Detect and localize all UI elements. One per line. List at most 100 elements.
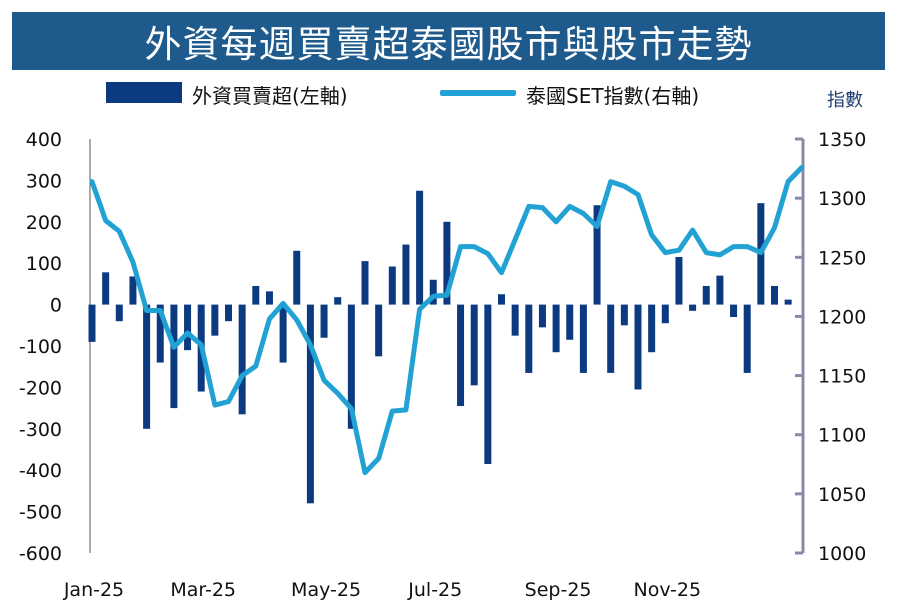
set-index-point bbox=[104, 219, 108, 223]
bar-mark bbox=[252, 285, 260, 305]
set-index-point bbox=[254, 364, 258, 368]
left-tick-label: 0 bbox=[50, 295, 62, 317]
bar-mark bbox=[498, 294, 505, 305]
set-index-point bbox=[786, 180, 790, 184]
left-tick-label: 400 bbox=[26, 129, 62, 151]
bar-mark bbox=[443, 221, 451, 305]
set-index-point bbox=[472, 245, 476, 249]
x-tick-label: Nov-25 bbox=[633, 579, 701, 601]
bar-mark bbox=[675, 256, 683, 305]
set-index-point bbox=[349, 407, 353, 411]
bar-mark bbox=[306, 304, 314, 504]
left-tick-label: 300 bbox=[26, 170, 62, 192]
right-tick-label: 1150 bbox=[818, 366, 866, 388]
set-index-point bbox=[295, 318, 299, 322]
set-index-point bbox=[322, 378, 326, 382]
bar-mark bbox=[634, 304, 642, 390]
bar-mark bbox=[170, 304, 178, 409]
legend-label-line: 泰國SET指數(右軸) bbox=[526, 84, 700, 108]
bar-mark bbox=[402, 244, 410, 305]
set-index-point bbox=[540, 206, 544, 210]
legend-label-bars: 外資買賣超(左軸) bbox=[192, 84, 348, 108]
bar-mark bbox=[743, 304, 751, 373]
set-index-point bbox=[390, 409, 394, 413]
left-tick-label: -400 bbox=[19, 460, 62, 482]
set-index-point bbox=[445, 293, 449, 297]
bar-mark bbox=[429, 279, 437, 305]
set-index-point bbox=[281, 301, 285, 305]
bar-mark bbox=[566, 304, 574, 340]
left-tick-label: -100 bbox=[19, 336, 62, 358]
left-tick-label: -300 bbox=[19, 419, 62, 441]
bar-mark bbox=[702, 285, 710, 305]
bar-mark bbox=[620, 304, 628, 326]
bar-mark bbox=[484, 304, 492, 464]
set-index-point bbox=[691, 228, 695, 232]
right-tick-label: 1000 bbox=[818, 543, 866, 565]
bar-mark bbox=[211, 304, 219, 336]
x-tick-label: Jul-25 bbox=[407, 579, 462, 601]
set-index-point bbox=[404, 408, 408, 412]
set-index-point bbox=[267, 317, 271, 321]
set-index-point bbox=[213, 403, 217, 407]
left-tick-label: 200 bbox=[26, 212, 62, 234]
set-index-point bbox=[650, 233, 654, 237]
bar-mark bbox=[525, 304, 533, 373]
set-index-point bbox=[131, 260, 135, 264]
bar-mark bbox=[279, 304, 287, 363]
left-tick-label: 100 bbox=[26, 253, 62, 275]
x-tick-label: Sep-25 bbox=[525, 579, 592, 601]
bar-mark bbox=[347, 304, 355, 429]
bar-mark bbox=[511, 304, 519, 336]
set-index-point bbox=[227, 400, 230, 404]
set-index-point bbox=[117, 229, 121, 233]
bar-mark bbox=[361, 261, 369, 305]
set-index-point bbox=[513, 238, 517, 242]
bar-mark bbox=[538, 304, 546, 328]
right-tick-label: 1250 bbox=[818, 247, 866, 269]
legend-line-swatch bbox=[440, 90, 516, 96]
bar-mark bbox=[143, 304, 151, 429]
bar-mark bbox=[661, 304, 669, 324]
set-index-point bbox=[663, 251, 667, 255]
x-tick-label: May-25 bbox=[291, 579, 361, 601]
set-index-point bbox=[90, 180, 94, 184]
bar-mark bbox=[784, 299, 792, 305]
set-index-point bbox=[622, 184, 626, 188]
chart-title-bar: 外資每週買賣超泰國股市與股市走勢 bbox=[12, 12, 885, 70]
left-tick-label: -200 bbox=[19, 377, 62, 399]
set-index-point bbox=[158, 309, 162, 313]
set-index-point bbox=[677, 248, 681, 252]
bar-mark bbox=[579, 304, 587, 373]
bar-mark bbox=[388, 266, 396, 305]
bar-mark bbox=[716, 275, 724, 305]
bar-mark bbox=[771, 285, 778, 305]
bar-mark bbox=[225, 304, 232, 322]
set-index-point bbox=[172, 345, 176, 349]
set-index-point bbox=[704, 251, 708, 255]
right-axis-unit: 指數 bbox=[827, 90, 863, 111]
set-index-point bbox=[581, 212, 585, 216]
bar-mark bbox=[470, 304, 478, 386]
set-index-point bbox=[759, 251, 763, 255]
bar-mark bbox=[552, 304, 560, 353]
left-tick-label: -500 bbox=[19, 502, 62, 524]
set-index-point bbox=[595, 225, 599, 229]
bar-mark bbox=[88, 304, 96, 342]
set-index-point bbox=[568, 204, 572, 208]
set-index-point bbox=[745, 245, 749, 249]
bar-mark bbox=[102, 272, 110, 305]
set-index-point bbox=[431, 294, 435, 298]
x-tick-label: Jan-25 bbox=[63, 579, 124, 601]
right-tick-label: 1300 bbox=[818, 188, 866, 210]
right-tick-label: 1050 bbox=[818, 484, 866, 506]
set-index-point bbox=[186, 331, 190, 335]
set-index-point bbox=[773, 226, 776, 230]
bar-mark bbox=[607, 304, 615, 373]
left-tick-label: -600 bbox=[19, 543, 62, 565]
bar-mark bbox=[689, 304, 697, 311]
bar-mark bbox=[129, 276, 137, 305]
set-index-point bbox=[554, 220, 558, 224]
bar-mark bbox=[334, 297, 342, 305]
legend-bar-swatch bbox=[106, 82, 182, 103]
